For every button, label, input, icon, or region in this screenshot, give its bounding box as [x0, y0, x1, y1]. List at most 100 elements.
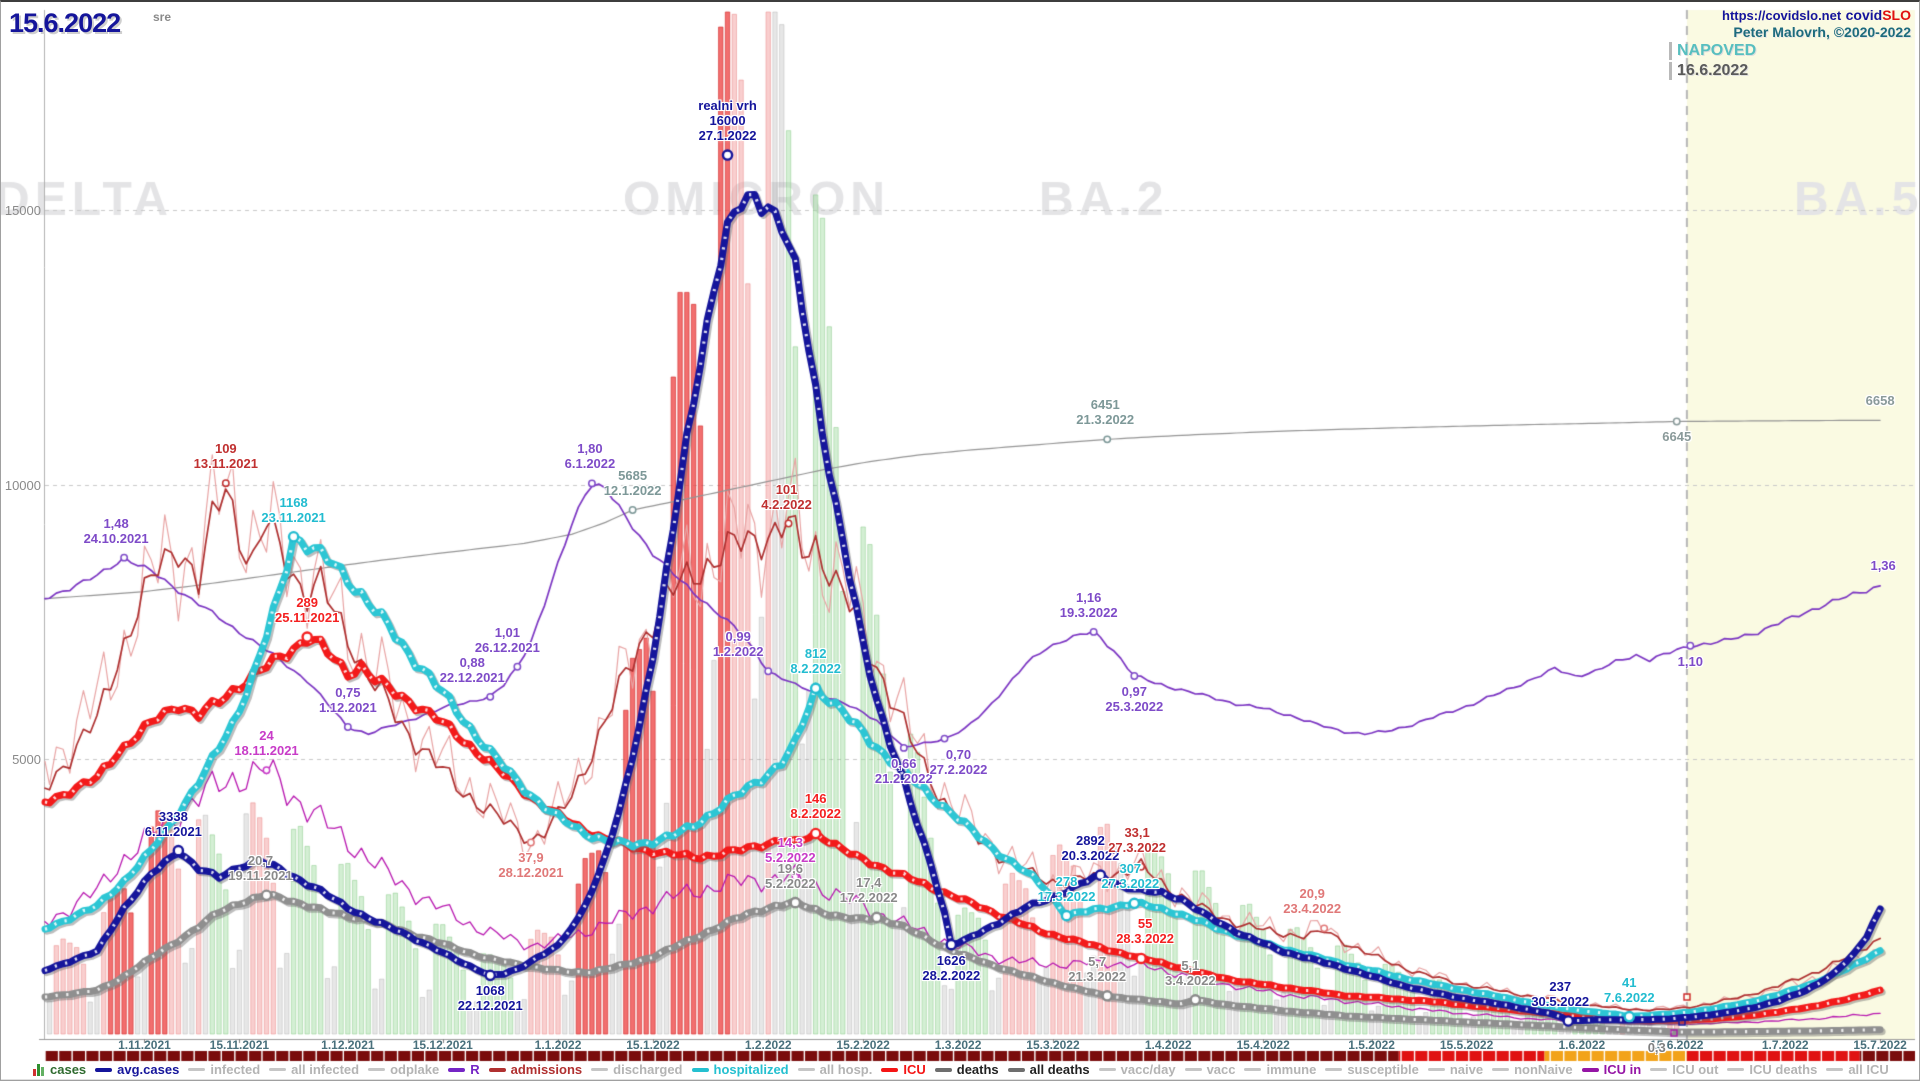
legend-swatch-icon — [368, 1068, 386, 1071]
x-tick-label: 1.6.2022 — [1558, 1038, 1606, 1052]
legend-swatch-icon — [797, 1068, 815, 1071]
legend-item-r[interactable]: R — [448, 1062, 480, 1077]
x-tick-label: 1.1.2022 — [534, 1038, 582, 1052]
legend-item-icu-deaths[interactable]: ICU deaths — [1727, 1062, 1817, 1077]
annotation-237: 237 30.5.2022 — [1531, 978, 1590, 1009]
legend-item-vacc[interactable]: vacc — [1184, 1062, 1235, 1077]
legend-label: discharged — [613, 1062, 683, 1077]
x-tick-label: 15.11.2021 — [209, 1038, 270, 1052]
legend-label: hospitalized — [713, 1062, 789, 1077]
annotation-55: 55 28.3.2022 — [1116, 916, 1175, 947]
x-tick-label: 15.1.2022 — [626, 1038, 680, 1052]
annotation-1-01: 1,01 26.12.2021 — [474, 624, 540, 655]
legend-swatch-icon — [488, 1067, 506, 1072]
legend-item-odplake[interactable]: odplake — [368, 1062, 439, 1077]
x-tick-label: 1.3.2022 — [934, 1038, 982, 1052]
annotation-24: 24 18.11.2021 — [234, 728, 299, 759]
legend-label: admissions — [510, 1062, 583, 1077]
annotation-6645: 6645 — [1662, 429, 1692, 445]
legend-label: odplake — [390, 1062, 440, 1077]
current-date: 15.6.2022 — [9, 8, 121, 38]
legend-label: ICU deaths — [1749, 1062, 1818, 1077]
current-weekday: sre — [153, 10, 172, 24]
legend-swatch-icon — [881, 1067, 899, 1072]
annotation-37-9: 37,9 28.12.2021 — [498, 850, 564, 881]
legend-item-admissions[interactable]: admissions — [488, 1062, 583, 1077]
legend-swatch-icon — [1826, 1068, 1844, 1071]
legend-item-all-icu[interactable]: all ICU — [1826, 1062, 1889, 1077]
annotation-1-10: 1,10 — [1677, 653, 1703, 669]
forecast-badge: NAPOVED 16.6.2022 — [1669, 42, 1756, 80]
x-tick-label: 15.6.2022 — [1650, 1038, 1704, 1052]
legend-swatch-icon — [1650, 1068, 1668, 1071]
legend-swatch-icon — [591, 1068, 609, 1071]
legend-item-icu-in[interactable]: ICU in — [1581, 1062, 1641, 1077]
legend-swatch-icon — [269, 1068, 287, 1071]
annotation-6658: 6658 — [1865, 393, 1895, 409]
legend-item-vacc-day[interactable]: vacc/day — [1098, 1062, 1176, 1077]
legend-label: ICU — [903, 1062, 926, 1077]
legend-swatch-icon — [1727, 1068, 1745, 1071]
site-url-link[interactable]: https://covidslo.net — [1722, 8, 1842, 23]
legend-item-naive[interactable]: naive — [1427, 1062, 1483, 1077]
legend-label: immune — [1266, 1062, 1317, 1077]
legend-item-discharged[interactable]: discharged — [591, 1062, 683, 1077]
legend-swatch-icon — [1581, 1067, 1599, 1072]
x-tick-label: 15.7.2022 — [1853, 1038, 1907, 1052]
y-tick-label: 10000 — [4, 477, 41, 493]
annotation-0-75: 0,75 1.12.2021 — [318, 685, 377, 715]
annotation-0-70: 0,70 27.2.2022 — [929, 746, 988, 777]
legend-item-immune[interactable]: immune — [1244, 1062, 1316, 1077]
annotation-5-1: 5,1 3.4.2022 — [1165, 957, 1216, 988]
legend-item-hospitalized[interactable]: hospitalized — [691, 1062, 789, 1077]
x-tick-label: 15.5.2022 — [1439, 1038, 1494, 1052]
annotation-realni-vrh: realni vrh 16000 27.1.2022 — [698, 98, 757, 144]
legend-item-deaths[interactable]: deaths — [934, 1062, 999, 1077]
legend-item-all-hosp-[interactable]: all hosp. — [797, 1062, 872, 1077]
legend-swatch-icon — [448, 1067, 466, 1072]
annotation-0-99: 0,99 1.2.2022 — [712, 629, 764, 660]
annotation-3338: 3338 6.11.2021 — [144, 808, 202, 839]
x-tick-label: 15.12.2021 — [412, 1038, 473, 1052]
annotation-1626: 1626 28.2.2022 — [922, 952, 981, 983]
annotation-2892: 2892 20.3.2022 — [1061, 833, 1120, 864]
legend-item-cases[interactable]: cases — [33, 1062, 86, 1077]
legend-item-all-deaths[interactable]: all deaths — [1007, 1062, 1090, 1077]
forecast-date: 16.6.2022 — [1669, 62, 1756, 80]
annotation-1-48: 1,48 24.10.2021 — [83, 515, 149, 546]
legend-label: all ICU — [1848, 1062, 1889, 1077]
annotation-5685: 5685 12.1.2022 — [603, 467, 662, 498]
x-tick-label: 1.4.2022 — [1144, 1038, 1192, 1052]
legend-label: R — [470, 1062, 480, 1077]
legend-label: all infected — [291, 1062, 360, 1077]
annotation-0-88: 0,88 22.12.2021 — [439, 654, 505, 685]
annotation-1-16: 1,16 19.3.2022 — [1059, 589, 1118, 620]
x-tick-label: 1.2.2022 — [744, 1038, 792, 1052]
legend-item-avg-cases[interactable]: avg.cases — [95, 1062, 179, 1077]
legend-swatch-icon — [1427, 1068, 1445, 1071]
annotation-17-4: 17,4 17.2.2022 — [839, 875, 898, 906]
x-tick-label: 15.2.2022 — [836, 1038, 890, 1052]
legend-label: ICU out — [1672, 1062, 1719, 1077]
legend-bar: cases avg.cases infected all infected odplak… — [1, 1060, 1919, 1080]
brand-slo: SLO — [1882, 7, 1911, 23]
annotation-14-3: 14,3 5.2.2022 — [765, 834, 816, 865]
credits: https://covidslo.net covidSLO Peter Malo… — [1722, 7, 1911, 41]
legend-swatch-icon — [1492, 1068, 1510, 1071]
legend-item-all-infected[interactable]: all infected — [269, 1062, 359, 1077]
annotation-1-80: 1,80 6.1.2022 — [564, 441, 616, 472]
legend-swatch-icon — [95, 1067, 113, 1072]
legend-item-susceptible[interactable]: susceptible — [1325, 1062, 1419, 1077]
legend-item-nonnaive[interactable]: nonNaive — [1492, 1062, 1573, 1077]
legend-swatch-icon — [1007, 1067, 1025, 1072]
legend-item-icu-out[interactable]: ICU out — [1650, 1062, 1718, 1077]
annotation-146: 146 8.2.2022 — [790, 791, 841, 822]
legend-label: deaths — [956, 1062, 999, 1077]
author-copyright: Peter Malovrh, ©2020-2022 — [1733, 24, 1911, 40]
legend-item-infected[interactable]: infected — [188, 1062, 260, 1077]
annotation-109: 109 13.11.2021 — [193, 441, 258, 472]
y-tick-label: 5000 — [12, 752, 41, 768]
legend-item-icu[interactable]: ICU — [881, 1062, 926, 1077]
legend-swatch-icon — [691, 1067, 709, 1072]
